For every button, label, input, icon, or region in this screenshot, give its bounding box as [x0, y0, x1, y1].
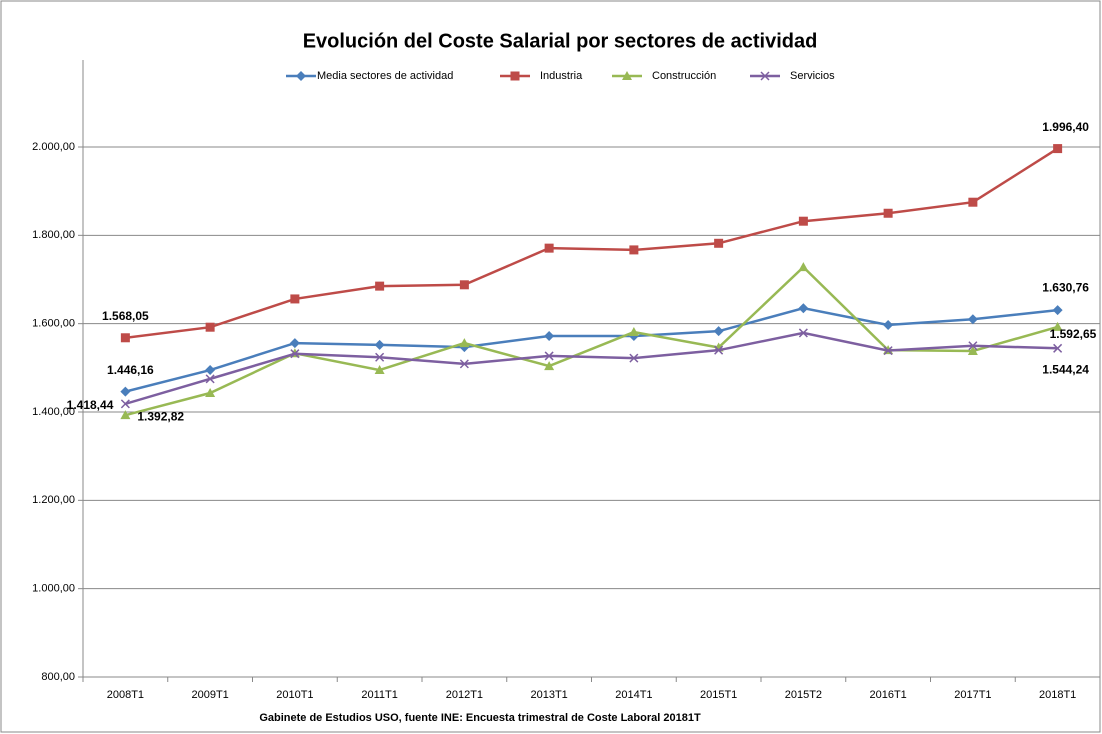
point: [374, 365, 385, 375]
point: [290, 349, 300, 359]
point: [629, 245, 639, 255]
x-tick-label: 2015T1: [700, 689, 737, 701]
point: [544, 351, 554, 361]
x-tick-label: 2010T1: [276, 689, 313, 701]
point: [883, 346, 893, 356]
point: [290, 294, 300, 304]
point: [120, 333, 130, 343]
point: [967, 314, 978, 325]
point: [296, 71, 306, 81]
point: [628, 327, 639, 337]
point: [459, 338, 470, 348]
point: [798, 216, 808, 226]
point: [205, 365, 216, 376]
point: [714, 238, 724, 248]
point: [205, 374, 215, 384]
point: [1053, 343, 1063, 353]
data-label: 1.630,76: [1042, 280, 1089, 294]
x-tick-label: 2018T1: [1039, 689, 1076, 701]
point: [120, 386, 131, 397]
point: [1053, 144, 1063, 154]
point: [375, 281, 385, 291]
series-line: [125, 331, 1058, 406]
data-label: 1.392,82: [137, 409, 184, 423]
point: [544, 361, 555, 371]
point: [629, 353, 639, 363]
y-tick-label: 2.000,00: [32, 141, 75, 153]
point: [968, 197, 978, 207]
point: [120, 399, 130, 409]
point: [1052, 305, 1063, 316]
x-tick-label: 2009T1: [191, 689, 228, 701]
x-tick-label: 2011T1: [361, 689, 398, 701]
point: [967, 346, 978, 356]
point: [622, 71, 632, 80]
point: [459, 280, 469, 290]
point: [760, 71, 770, 81]
point: [713, 326, 724, 337]
y-tick-label: 1.600,00: [32, 318, 75, 330]
point: [714, 345, 724, 355]
point: [544, 243, 554, 253]
point: [375, 352, 385, 362]
chart-title: Evolución del Coste Salarial por sectore…: [303, 30, 818, 52]
y-tick-label: 1.800,00: [32, 229, 75, 241]
point: [1052, 321, 1063, 331]
y-tick-label: 1.000,00: [32, 583, 75, 595]
point: [510, 71, 520, 81]
data-label: 1.996,40: [1042, 120, 1089, 134]
legend-label: Media sectores de actividad: [317, 70, 453, 82]
data-label: 1.568,05: [102, 309, 149, 323]
point: [289, 338, 300, 349]
x-tick-label: 2008T1: [107, 689, 144, 701]
legend-label: Construcción: [652, 70, 716, 82]
x-tick-label: 2014T1: [615, 689, 652, 701]
x-tick-label: 2017T1: [954, 689, 991, 701]
point: [883, 208, 893, 218]
series-line: [125, 306, 1058, 393]
point: [374, 339, 385, 350]
y-tick-label: 1.200,00: [32, 494, 75, 506]
point: [883, 319, 894, 330]
series-line: [125, 147, 1059, 340]
point: [205, 388, 216, 398]
point: [544, 331, 555, 342]
point: [205, 322, 215, 332]
x-axis-label: Gabinete de Estudios USO, fuente INE: En…: [259, 712, 701, 724]
legend-label: Servicios: [790, 70, 835, 82]
x-tick-label: 2013T1: [530, 689, 567, 701]
point: [120, 410, 131, 420]
data-label: 1.544,24: [1042, 362, 1089, 376]
point: [798, 328, 808, 338]
point: [968, 341, 978, 351]
x-tick-label: 2016T1: [869, 689, 906, 701]
data-label: 1.418,44: [67, 398, 114, 412]
data-label: 1.592,65: [1050, 327, 1097, 341]
x-tick-label: 2015T2: [785, 689, 822, 701]
point: [798, 303, 809, 314]
point: [798, 262, 809, 272]
x-tick-label: 2012T1: [446, 689, 483, 701]
legend-label: Industria: [540, 70, 583, 82]
y-tick-label: 800,00: [41, 671, 75, 683]
point: [459, 359, 469, 369]
y-tick-label: 1.400,00: [32, 406, 75, 418]
data-label: 1.446,16: [107, 363, 154, 377]
